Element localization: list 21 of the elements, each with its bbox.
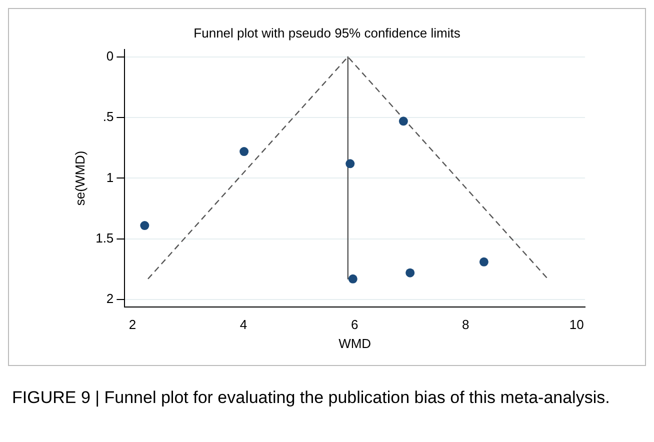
x-tick-label: 4 — [240, 317, 248, 332]
point — [348, 274, 358, 284]
x-tick-label: 2 — [128, 317, 136, 332]
y-axis-title: se(WMD) — [72, 150, 88, 206]
y-tick-label: .5 — [102, 109, 114, 124]
y-tick-label: 1.5 — [96, 230, 114, 246]
point — [240, 147, 249, 156]
point — [406, 268, 415, 278]
x-tick-label: 6 — [350, 317, 358, 332]
y-tick-label: 1 — [106, 170, 114, 185]
y-tick-label: 0 — [106, 48, 114, 64]
point — [140, 221, 150, 230]
x-tick-label: 10 — [569, 317, 584, 332]
chart-title: Funnel plot with pseudo 95% confidence limits — [194, 25, 461, 40]
point — [398, 116, 408, 126]
y-tick-label: 2 — [106, 291, 114, 306]
point — [346, 159, 355, 168]
x-axis-title: WMD — [338, 336, 372, 351]
x-tick-label: 8 — [462, 317, 470, 332]
point — [479, 257, 488, 266]
caption: FIGURE 9 | Funnel plot for evaluating the publication bias of this meta-analysis. — [12, 388, 611, 408]
